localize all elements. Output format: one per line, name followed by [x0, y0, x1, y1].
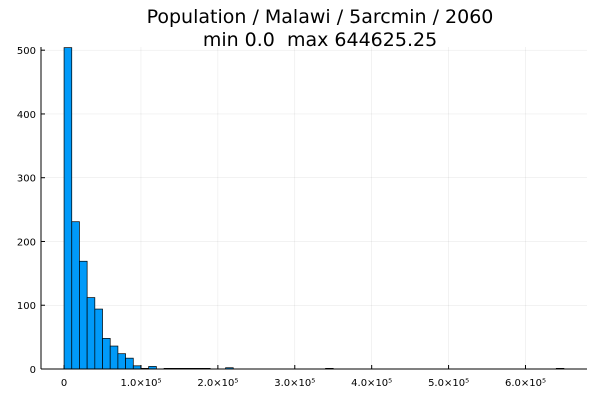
x-tick-label: 4.0×10⁵	[351, 378, 392, 389]
bars	[63, 47, 565, 370]
y-tick-label: 400	[17, 110, 36, 121]
y-axis-ticks: 0 100 200 300 400 500	[17, 46, 45, 376]
y-tick-label: 300	[17, 174, 36, 185]
histogram-bar	[63, 47, 73, 370]
grid-lines	[41, 47, 587, 370]
x-tick-label: 6.0×10⁵	[505, 378, 546, 389]
chart-title: Population / Malawi / 5arcmin / 2060	[146, 6, 494, 28]
histogram-bar	[94, 308, 103, 370]
histogram-bar	[117, 353, 126, 370]
histogram-bar	[102, 338, 111, 370]
x-tick-label: 1.0×10⁵	[120, 378, 161, 389]
histogram-bar	[125, 357, 134, 370]
histogram-bar	[86, 297, 96, 370]
y-tick-label: 500	[17, 46, 36, 57]
y-tick-label: 200	[17, 237, 36, 248]
x-tick-label: 0	[61, 378, 67, 389]
x-axis-ticks: 0 1.0×10⁵ 2.0×10⁵ 3.0×10⁵ 4.0×10⁵ 5.0×10⁵ 6.0×…	[61, 365, 546, 389]
x-tick-label: 3.0×10⁵	[274, 378, 315, 389]
x-tick-label: 2.0×10⁵	[197, 378, 238, 389]
histogram-bar	[79, 260, 88, 370]
y-tick-label: 0	[30, 365, 36, 376]
y-tick-label: 100	[17, 301, 36, 312]
histogram-bar	[109, 345, 119, 370]
histogram-bar	[71, 221, 80, 370]
axes	[40, 47, 587, 370]
x-tick-label: 5.0×10⁵	[428, 378, 469, 389]
chart-subtitle: min 0.0 max 644625.25	[202, 29, 438, 51]
